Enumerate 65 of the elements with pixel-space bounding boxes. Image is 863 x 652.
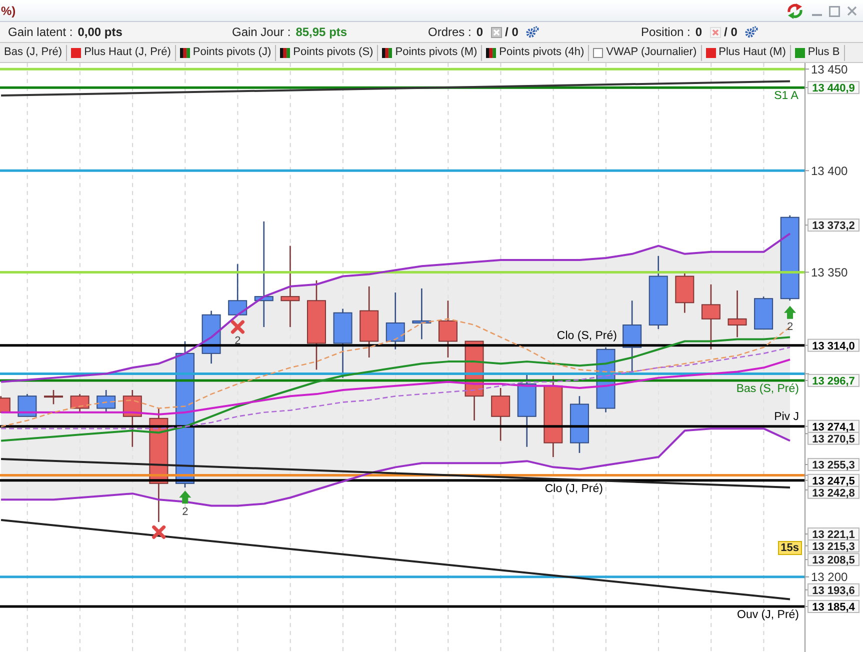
annotation: 2 [234, 335, 242, 348]
text: Ordres : [428, 25, 472, 39]
y2-tick-label: 13 215,3 [812, 540, 855, 553]
ref-line-label: Clo (S, Pré) [556, 330, 618, 344]
ref-line-label: Piv J [773, 411, 800, 424]
candlestick [280, 245, 300, 328]
candlestick [70, 393, 90, 413]
text: 85,95 pts [296, 25, 348, 39]
ref-line-label: S1 A [773, 90, 800, 104]
text: 0 [476, 25, 484, 39]
candlestick [386, 292, 405, 350]
text: Gain Jour : [232, 25, 291, 39]
text: Plus Haut (M) [718, 46, 786, 59]
annotation: 2 [786, 320, 794, 333]
y2-tick-label: 13 193,6 [812, 584, 855, 597]
y-tick-label: 13 400 [811, 164, 848, 178]
point [152, 525, 166, 539]
y2-tick-label: 13 373,2 [812, 220, 855, 232]
text: Points pivots (S) [293, 46, 374, 59]
y2-tick-label: 13 247,5 [812, 475, 855, 488]
y-tick-label: 13 200 [811, 570, 848, 584]
text: Points pivots (J) [192, 46, 272, 59]
line-series [0, 428, 792, 507]
y2-tick-label: 13 208,5 [812, 554, 855, 567]
candlestick [96, 389, 116, 413]
candlestick [701, 284, 720, 350]
text: 0 [695, 25, 702, 39]
y2-tick-label: 13 221,1 [812, 528, 855, 541]
text: VWAP (Journalier) [606, 46, 697, 59]
annotation: 15s [778, 541, 802, 555]
ref-line-label: Clo (J, Pré) [544, 482, 604, 496]
y2-tick-label: 13 314,0 [812, 340, 855, 352]
y-tick-label: 13 350 [811, 266, 848, 280]
y2-tick-label: 13 296,7 [812, 375, 855, 388]
y2-tick-label: 13 274,1 [812, 421, 855, 434]
y2-tick-label: 13 242,8 [812, 487, 855, 500]
ref-line-label: Ouv (J, Pré) [736, 609, 800, 622]
point [230, 320, 244, 334]
y-tick-label: 13 450 [811, 62, 848, 76]
candlestick [44, 389, 63, 405]
y2-tick-label: 13 270,5 [812, 433, 855, 446]
y2-tick-label: 13 255,3 [812, 459, 855, 472]
line-series [0, 232, 792, 383]
point [179, 490, 192, 504]
point [784, 306, 796, 319]
text: 0,00 pts [78, 25, 122, 39]
candlestick [622, 300, 642, 372]
text: / 0 [724, 25, 738, 39]
candlestick [491, 387, 510, 442]
y2-tick-label: 13 440,9 [812, 82, 855, 95]
candlestick [228, 263, 248, 316]
text: / 0 [505, 25, 518, 39]
text: Plus B [808, 46, 840, 59]
text: Points pivots (4h) [499, 46, 584, 59]
text: Position : [641, 25, 690, 39]
candlestick [728, 290, 747, 338]
text: Plus Haut (J, Pré) [84, 46, 171, 59]
ref-line-label: Bas (S, Pré) [735, 382, 800, 396]
text: Points pivots (M) [395, 46, 478, 59]
text: Gain latent : [8, 25, 73, 39]
y2-tick-label: 13 185,4 [812, 601, 856, 614]
text: Bas (J, Pré) [4, 46, 62, 59]
chart-title: %) [1, 4, 16, 18]
annotation: 2 [181, 506, 190, 518]
candlestick [438, 300, 458, 358]
